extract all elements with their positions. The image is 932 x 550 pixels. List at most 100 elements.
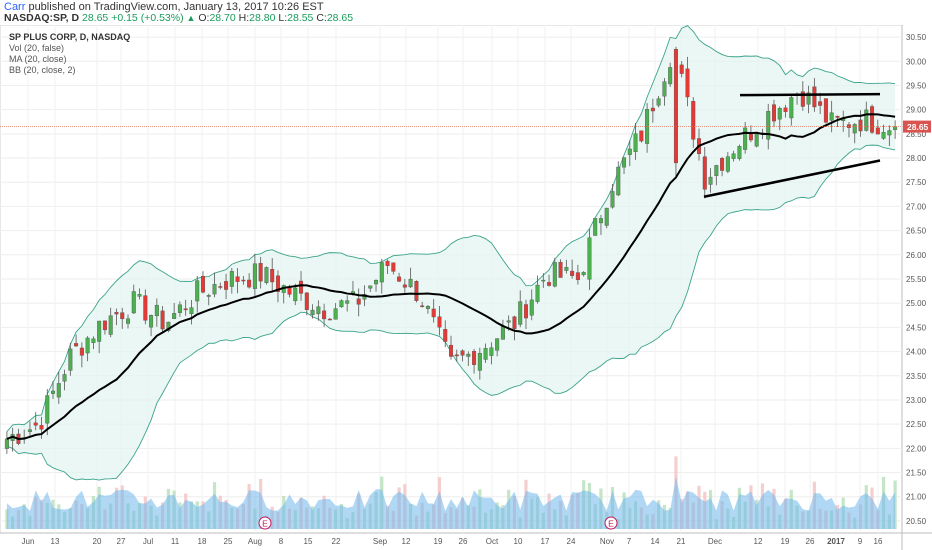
candle-body [131,291,136,314]
x-tick-label: 24 [567,537,576,546]
candle-body [558,261,563,278]
x-tick-label: 27 [117,537,126,546]
candle-body [247,279,252,288]
legend-volume[interactable]: Vol (20, false) [9,43,65,53]
legend-ma[interactable]: MA (20, close) [9,54,67,64]
candle-body [293,287,298,302]
symbol-label: NASDAQ:SP, D [4,12,80,24]
candle-body [766,111,771,140]
x-tick-label: 16 [874,537,883,546]
open-value: 28.70 [209,12,236,24]
y-tick-label: 26.00 [906,251,927,260]
candle-body [431,308,436,318]
candle-body [345,300,350,304]
candle-body [270,269,275,283]
price-chart[interactable]: 20.50 21.00 21.50 22.00 22.50 23.00 23.50 24.00… [0,25,932,550]
x-tick-label: 22 [332,537,341,546]
candle-body [881,132,886,139]
y-tick-label: 27.00 [906,202,927,211]
y-tick-label: 23.00 [906,396,927,405]
y-tick-label: 27.50 [906,178,927,187]
candle-body [893,126,898,130]
y-tick-label: 21.00 [906,493,927,502]
candle-body [143,295,148,321]
candle-body [126,318,131,324]
last-price: 28.65 [82,12,109,24]
candle-body [160,310,165,330]
earnings-marker-label: E [608,519,614,529]
support-trendline [703,159,881,198]
candle-body [327,318,332,321]
candle-body [656,98,661,106]
candle-body [627,148,632,155]
candle-body [189,307,194,315]
candle-body [535,284,540,302]
publish-text: published on TradingView.com, January 13… [25,1,324,13]
candle-body [460,350,465,356]
candle-body [633,133,638,152]
candle-body [91,338,96,343]
candle-body [616,166,621,196]
candle-body [79,347,84,356]
candle-body [85,337,90,354]
author-link[interactable]: Carr [4,1,26,13]
x-tick-label: Nov [600,537,614,546]
candle-body [679,64,684,74]
candle-body [287,287,292,295]
y-tick-label: 25.00 [906,299,927,308]
candle-body [33,422,38,426]
candle-body [408,278,413,288]
candle-body [783,107,788,112]
candle-body [800,91,805,107]
legend-bb[interactable]: BB (20, close, 2) [9,65,76,75]
x-tick-label: 12 [402,537,411,546]
x-tick-label: Dec [708,537,722,546]
candle-body [108,315,113,335]
candle-body [547,282,552,286]
y-tick-label: 20.50 [906,517,927,526]
candle-body [668,67,673,85]
candle-body [771,104,776,122]
close-label: C: [316,12,327,24]
candle-body [604,207,609,226]
candle-body [397,276,402,282]
x-tick-label: 10 [514,537,523,546]
price-change: +0.15 (+0.53%) [111,12,184,24]
candle-body [725,156,730,172]
candle-body [743,127,748,150]
last-price-label-box [903,120,931,133]
candle-body [483,348,488,360]
candle-body [720,158,725,171]
x-tick-label: Jul [143,537,153,546]
candle-body [477,352,482,371]
candle-body [570,270,575,276]
bb-fill [6,25,896,481]
candle-body [495,338,500,351]
y-tick-label: 30.50 [906,33,927,42]
x-tick-label: 7 [627,537,632,546]
candle-body [177,304,182,313]
x-tick-label: 19 [781,537,790,546]
candle-body [391,262,396,272]
x-tick-label: 8 [279,537,284,546]
candle-body [523,304,528,319]
y-tick-label: 28.50 [906,130,927,139]
candle-body [708,176,713,185]
candle-body [379,262,384,283]
close-value: 28.65 [326,12,354,24]
candle-body [97,320,102,342]
candle-body [518,301,523,325]
candle-body [252,263,257,289]
y-tick-label: 26.50 [906,227,927,236]
x-tick-label: 2017 [827,537,845,546]
candle-body [864,109,869,131]
candle-body [27,429,32,432]
publish-info: Carr published on TradingView.com, Janua… [4,1,324,13]
candle-body [593,218,598,236]
candle-body [789,97,794,119]
last-price-label: 28.65 [907,122,929,132]
candle-body [212,284,217,295]
candle-body [425,306,430,309]
x-tick-label: 21 [677,537,686,546]
candle-body [4,438,9,449]
